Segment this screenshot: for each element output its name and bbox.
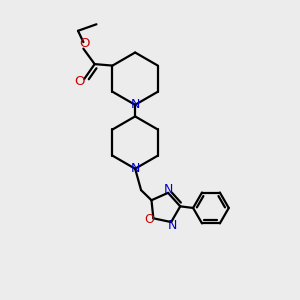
- Text: N: N: [164, 183, 173, 196]
- Text: O: O: [144, 213, 154, 226]
- Text: N: N: [130, 98, 140, 111]
- Text: O: O: [79, 37, 89, 50]
- Text: N: N: [168, 219, 177, 232]
- Text: O: O: [74, 75, 85, 88]
- Text: N: N: [130, 162, 140, 175]
